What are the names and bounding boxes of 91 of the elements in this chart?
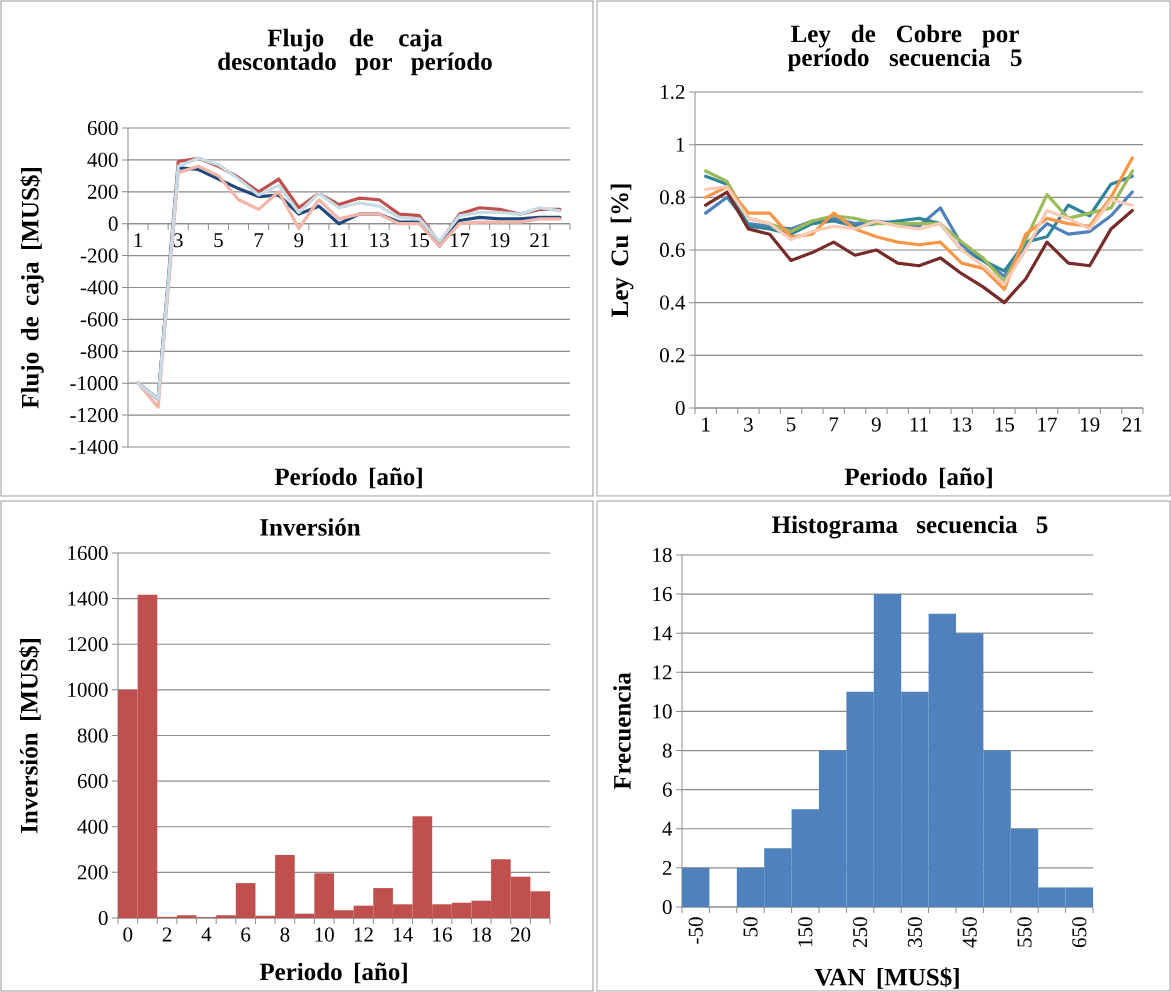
x-tick-label: 17 bbox=[1038, 417, 1057, 432]
x-tick-label: 150 bbox=[798, 917, 813, 947]
x-axis-title: VAN [MUS$] bbox=[814, 967, 959, 989]
x-tick-label: 550 bbox=[1017, 917, 1032, 947]
y-tick-label: 0.8 bbox=[660, 190, 685, 205]
y-tick-label: 400 bbox=[87, 152, 118, 167]
y-tick-label: -800 bbox=[80, 344, 118, 359]
y-tick-label: 2 bbox=[662, 860, 672, 875]
x-tick-label: 13 bbox=[370, 233, 389, 248]
x-tick-label: -50 bbox=[688, 917, 703, 944]
y-tick-label: -1200 bbox=[70, 408, 118, 423]
x-tick-label: 9 bbox=[294, 233, 304, 248]
y-tick-label: -400 bbox=[80, 280, 118, 295]
y-tick-label: -200 bbox=[80, 248, 118, 263]
x-tick-label: 10 bbox=[315, 927, 334, 942]
x-tick-label: 6 bbox=[241, 927, 251, 942]
x-tick-label: 8 bbox=[280, 927, 290, 942]
x-tick-label: 13 bbox=[953, 417, 972, 432]
y-tick-label: 14 bbox=[653, 626, 673, 641]
y-tick-label: 0.2 bbox=[660, 348, 685, 363]
x-tick-label: 450 bbox=[962, 917, 977, 948]
y-tick-label: 0.6 bbox=[660, 242, 685, 258]
y-tick-label: 1600 bbox=[68, 545, 108, 561]
x-tick-label: 650 bbox=[1072, 917, 1087, 948]
y-tick-label: 1000 bbox=[68, 682, 108, 697]
chart-title: Histograma secuencia 5 bbox=[772, 515, 1048, 539]
y-tick-label: 800 bbox=[77, 728, 108, 743]
x-tick-label: 19 bbox=[491, 233, 510, 248]
x-tick-label: 1 bbox=[134, 233, 143, 248]
x-tick-label: 11 bbox=[330, 233, 348, 248]
x-tick-label: 5 bbox=[214, 233, 223, 248]
y-tick-label: 8 bbox=[662, 743, 672, 758]
x-tick-label: 50 bbox=[743, 917, 758, 937]
y-tick-label: 1200 bbox=[68, 637, 108, 652]
y-tick-label: -1000 bbox=[70, 376, 118, 391]
y-tick-label: 600 bbox=[77, 774, 108, 789]
x-axis-title: Periodo [año] bbox=[259, 962, 407, 984]
y-tick-label: 10 bbox=[653, 704, 672, 719]
x-tick-label: 14 bbox=[394, 927, 413, 942]
x-axis-title: Período [año] bbox=[274, 467, 422, 489]
y-tick-label: 18 bbox=[653, 547, 672, 563]
y-tick-label: 4 bbox=[662, 821, 673, 836]
x-tick-label: 9 bbox=[871, 417, 881, 432]
y-tick-label: 12 bbox=[653, 665, 672, 680]
x-tick-label: 15 bbox=[410, 233, 429, 248]
y-tick-label: 1400 bbox=[68, 591, 108, 606]
x-tick-label: 4 bbox=[201, 927, 212, 942]
x-tick-label: 350 bbox=[907, 917, 922, 948]
chart-title: Ley de Cobre por período secuencia 5 bbox=[787, 24, 1022, 72]
y-tick-label: 400 bbox=[77, 819, 108, 834]
y-tick-label: 600 bbox=[87, 120, 118, 136]
x-tick-label: 19 bbox=[1081, 417, 1100, 432]
y-tick-label: -600 bbox=[80, 312, 118, 327]
line-series bbox=[704, 190, 1134, 305]
x-tick-label: 7 bbox=[829, 417, 839, 432]
y-tick-label: -1400 bbox=[70, 439, 118, 455]
x-tick-label: 7 bbox=[254, 233, 264, 247]
y-tick-label: 0 bbox=[675, 400, 685, 416]
y-tick-label: 0 bbox=[108, 216, 118, 231]
x-tick-label: 16 bbox=[433, 927, 452, 942]
y-tick-label: 200 bbox=[87, 184, 118, 199]
y-axis-title: Flujo de caja [MUS$] bbox=[20, 168, 44, 409]
x-tick-label: 2 bbox=[162, 927, 172, 942]
y-tick-label: 200 bbox=[77, 865, 108, 880]
x-tick-label: 11 bbox=[910, 417, 928, 432]
x-tick-label: 0 bbox=[123, 927, 133, 942]
y-tick-label: 1 bbox=[676, 137, 685, 152]
y-tick-label: 0 bbox=[662, 899, 672, 915]
x-axis-title: Periodo [año] bbox=[844, 467, 992, 489]
x-tick-label: 5 bbox=[786, 417, 796, 432]
x-tick-label: 3 bbox=[173, 233, 183, 248]
y-axis-title: Inversión [MUS$] bbox=[19, 639, 41, 833]
x-tick-label: 21 bbox=[1122, 417, 1142, 432]
x-tick-label: 12 bbox=[354, 927, 373, 942]
x-tick-label: 1 bbox=[702, 417, 710, 432]
y-tick-label: 6 bbox=[662, 782, 672, 797]
x-tick-label: 21 bbox=[530, 233, 550, 248]
x-tick-label: 250 bbox=[853, 917, 868, 948]
y-axis-title: Ley Cu [%] bbox=[610, 184, 634, 317]
y-tick-label: 0.4 bbox=[660, 295, 686, 310]
x-tick-label: 15 bbox=[995, 417, 1015, 432]
y-tick-label: 16 bbox=[653, 587, 672, 602]
y-tick-label: 1.2 bbox=[661, 84, 685, 100]
x-tick-label: 17 bbox=[450, 233, 470, 248]
y-axis-title: Frecuencia bbox=[613, 672, 631, 790]
chart-title: Flujo de caja descontado por período bbox=[218, 28, 492, 76]
x-tick-label: 20 bbox=[510, 927, 531, 942]
x-tick-label: 18 bbox=[472, 927, 491, 942]
bar bbox=[682, 867, 710, 907]
x-tick-label: 3 bbox=[744, 417, 753, 432]
chart-title: Inversión bbox=[260, 518, 361, 536]
